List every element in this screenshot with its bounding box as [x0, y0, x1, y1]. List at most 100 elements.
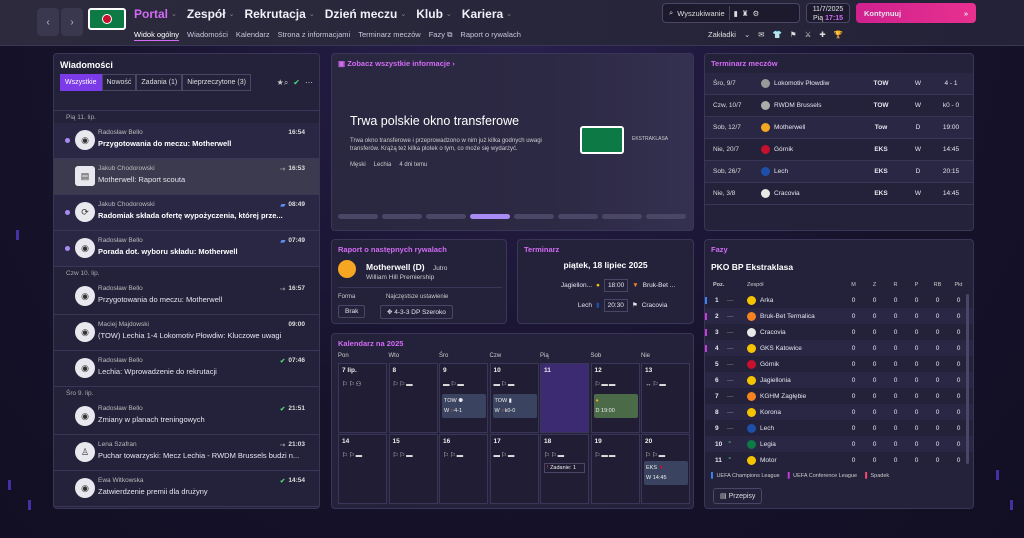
list-item[interactable]: ▤ Jakub Chodorowski Motherwell: Raport sco… [54, 159, 319, 195]
carousel-dot[interactable] [514, 214, 554, 219]
calendar-day[interactable]: 18 ⚐⚐▬! Zadanie: 1 [540, 434, 589, 504]
training-icon[interactable]: ⚑ [789, 30, 797, 39]
table-row[interactable]: 9 — Lech 0 0 0 0 0 0 [705, 420, 973, 436]
carousel-dot[interactable] [382, 214, 422, 219]
search-box[interactable]: ⌕ Wyszukiwanie ▮ ♜ ⚙ [662, 3, 800, 23]
col-header[interactable]: P [914, 282, 919, 288]
list-item[interactable]: ◉ Maciej Majdowski (TOW) Lechia 1-4 Lokomo… [54, 315, 319, 351]
nav-recruitment[interactable]: Rekrutacja ⌄ [244, 7, 314, 21]
trophy-icon[interactable]: 🏆 [833, 30, 843, 39]
subnav-fixtures[interactable]: Terminarz meczów [358, 30, 421, 39]
carousel-dot[interactable] [558, 214, 598, 219]
rival-title[interactable]: Raport o następnych rywalach [338, 245, 447, 254]
schedule-title[interactable]: Terminarz [524, 245, 560, 254]
list-item[interactable]: ◉ Radosław Bello Porada dot. wyboru składu… [54, 231, 319, 267]
calendar-day[interactable]: 20 ⚐⚐▬ EKS ▼ W 14:45 [641, 434, 690, 504]
tab-tasks[interactable]: Zadania (1) [136, 74, 183, 91]
calendar-day[interactable]: 17 ▬⚐▬ [489, 434, 539, 504]
tab-all[interactable]: Wszystkie [60, 74, 102, 91]
task-note[interactable]: ! Zadanie: 1 [544, 463, 585, 473]
calendar-title[interactable]: Kalendarz na 2025 [338, 339, 404, 348]
nav-portal[interactable]: Portal ⌄ [134, 7, 177, 21]
star-search-icon[interactable]: ★⌕ [276, 77, 289, 87]
col-header[interactable]: Zespół [747, 282, 764, 288]
table-title[interactable]: Fazy [711, 245, 728, 254]
back-button[interactable]: ‹ [37, 8, 59, 36]
subnav-news[interactable]: Strona z informacjami [277, 30, 351, 39]
subnav-overview[interactable]: Widok ogólny [134, 30, 180, 41]
table-row[interactable]: 1— Arka 0 0 0 0 0 0 [705, 292, 973, 308]
nav-club[interactable]: Klub ⌄ [416, 7, 452, 21]
list-item[interactable]: ♙ Lena Szafran Puchar towarzyski: Mecz Lec… [54, 435, 319, 471]
col-header[interactable]: Poz. [713, 282, 725, 288]
rival-team[interactable]: Motherwell (D) [366, 262, 425, 272]
calendar-day[interactable]: 7 lip. ⚐⚐⚇ [338, 363, 387, 433]
list-item[interactable]: ◉ Radosław Bello Zmiany w planach treningo… [54, 399, 319, 435]
carousel-dot[interactable] [338, 214, 378, 219]
nav-career[interactable]: Kariera ⌄ [462, 7, 512, 21]
more-icon[interactable]: ⋯ [305, 78, 313, 87]
subnav-messages[interactable]: Wiadomości [187, 30, 228, 39]
list-item[interactable]: ◉ Radosław Bello Lechia: Wprowadzenie do r… [54, 351, 319, 387]
messages-icon[interactable]: ✉ [758, 30, 765, 39]
col-header[interactable]: RB [933, 282, 942, 288]
bookmarks-label[interactable]: Zakładki [708, 30, 736, 39]
bookmark-icon[interactable]: ▮ [733, 8, 738, 18]
col-header[interactable]: R [893, 282, 898, 288]
rules-button[interactable]: ▤ Przepisy [713, 488, 763, 504]
list-item[interactable]: ◉ Radosław Bello Przygotowania do meczu: M… [54, 123, 319, 159]
match-card[interactable]: TOW ▮ W ○k0-0 [492, 394, 537, 418]
gear-icon[interactable]: ⚙ [752, 8, 760, 18]
calendar-day[interactable]: 14 ⚐⚐▬ [338, 434, 387, 504]
tab-unread[interactable]: Nieprzeczytone (3) [182, 74, 251, 91]
table-row[interactable]: 5 — Górnik 0 0 0 0 0 0 [705, 356, 973, 372]
calendar-day[interactable]: 10 ▬⚐▬ TOW ▮ W ○k0-0 [489, 363, 539, 433]
table-row[interactable]: 2— Bruk-Bet Termalica 0 0 0 0 0 0 [705, 308, 973, 324]
scrollbar[interactable] [966, 294, 969, 464]
shirt-icon[interactable]: 👕 [772, 30, 782, 39]
calendar-day[interactable]: 9 ▬⚐▬ TOW ⚉ W ○4-1 [439, 363, 488, 433]
match-card[interactable]: EKS ▼ W 14:45 [644, 461, 688, 485]
list-item[interactable]: Jagiellon... ● 18:00 ▼ Bruk-Bet ... [524, 276, 689, 294]
forward-button[interactable]: › [61, 8, 83, 36]
continue-button[interactable]: Kontynuuj » [856, 3, 976, 23]
club-logo[interactable] [88, 8, 126, 30]
table-row[interactable]: 4— GKS Katowice 0 0 0 0 0 0 [705, 340, 973, 356]
list-item[interactable]: ⟳ Jakub Chodorowski Radomiak składa ofertę… [54, 195, 319, 231]
news-link[interactable]: ▣ Zobacz wszystkie informacje › [332, 54, 693, 73]
club-icon[interactable]: ♜ [741, 8, 749, 18]
col-header[interactable]: Pkt [954, 282, 963, 288]
calendar-day-today[interactable]: 11 [540, 363, 589, 433]
calendar-day[interactable]: 15 ⚐⚐▬ [388, 434, 438, 504]
tab-new[interactable]: Nowość [101, 74, 137, 91]
table-row[interactable]: 11 ⌃ Motor 0 0 0 0 0 0 [705, 452, 973, 468]
table-row[interactable]: 3— Cracovia 0 0 0 0 0 0 [705, 324, 973, 340]
table-row[interactable]: 7 — KGHM Zagłębie 0 0 0 0 0 0 [705, 388, 973, 404]
tactics-icon[interactable]: ⚔ [804, 30, 812, 39]
fixtures-title[interactable]: Terminarz meczów [711, 59, 778, 68]
carousel-dot[interactable] [602, 214, 642, 219]
list-item[interactable]: Lech ▮ 20:30 ⚑ Cracovia [524, 296, 689, 314]
calendar-day[interactable]: 16 ⚐⚐▬ [439, 434, 488, 504]
list-item[interactable]: ◉ Radosław Bello Przygotowania do meczu: M… [54, 279, 319, 315]
col-header[interactable]: Z [872, 282, 877, 288]
subnav-stages[interactable]: Fazy ⧉ [429, 30, 453, 41]
nav-matchday[interactable]: Dzień meczu ⌄ [325, 7, 407, 21]
carousel-dot[interactable] [646, 214, 686, 219]
nav-team[interactable]: Zespół ⌄ [187, 7, 235, 21]
match-card[interactable]: TOW ⚉ W ○4-1 [442, 394, 486, 418]
fixture-row[interactable]: Śro, 9/7 Lokomotiv Płowdiw TOW W 4 - 1 [705, 73, 973, 95]
fixture-row[interactable]: Sob, 26/7 Lech EKS D 20:15 [705, 161, 973, 183]
fixture-row[interactable]: Nie, 20/7 Górnik EKS W 14:45 [705, 139, 973, 161]
fixture-row[interactable]: Sob, 12/7 Motherwell Tow D 19:00 [705, 117, 973, 139]
calendar-day[interactable]: 13 ↔⚐▬ [641, 363, 690, 433]
carousel-dot-active[interactable] [470, 214, 510, 219]
medical-icon[interactable]: ✚ [819, 30, 826, 39]
table-row[interactable]: 10 ⌃ Legia 0 0 0 0 0 0 [705, 436, 973, 452]
table-row[interactable]: 6 — Jagiellonia 0 0 0 0 0 0 [705, 372, 973, 388]
fixture-row[interactable]: Nie, 3/8 Cracovia EKS W 14:45 [705, 183, 973, 205]
calendar-day[interactable]: 8 ⚐⚐▬ [388, 363, 438, 433]
col-header[interactable]: M [851, 282, 856, 288]
match-card[interactable]: ● D 19:00 [593, 394, 638, 418]
